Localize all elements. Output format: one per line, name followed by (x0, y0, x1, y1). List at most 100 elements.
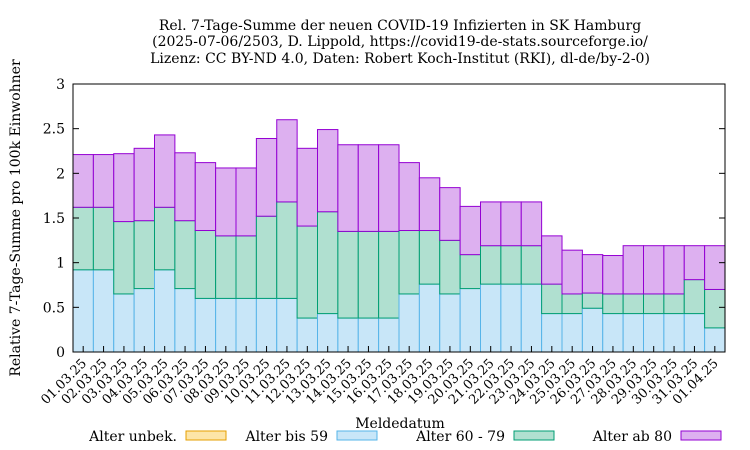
bar-23.03.25-series-1 (520, 283, 543, 353)
bar-20.03.25-series-3 (459, 205, 482, 256)
legend: Alter unbek. Alter bis 59 Alter 60 - 79 Alt… (88, 429, 722, 445)
chart-title-line-2: (2025-07-06/2503, D. Lippold, https://co… (152, 34, 648, 50)
bar-20.03.25-series-2 (459, 254, 482, 290)
bar-10.03.25-series-3 (255, 137, 278, 217)
bar-01.04.25-series-2 (704, 288, 726, 329)
y-tick-label: 0.5 (43, 300, 65, 316)
legend-label: Alter bis 59 (244, 429, 328, 445)
bar-05.03.25-series-3 (154, 134, 176, 208)
bar-15.03.25-series-2 (357, 230, 380, 319)
bar-30.03.25-series-3 (663, 245, 685, 295)
bar-25.03.25-series-2 (561, 293, 583, 315)
bar-09.03.25-series-3 (235, 167, 257, 237)
legend-swatch (336, 430, 378, 441)
bar-18.03.25-series-1 (418, 283, 441, 353)
bar-02.03.25-series-3 (92, 154, 115, 208)
bar-22.03.25-series-2 (500, 245, 522, 285)
legend-label: Alter 60 - 79 (415, 429, 505, 445)
y-tick-label: 0 (56, 345, 65, 361)
bar-06.03.25-series-1 (174, 288, 196, 353)
bar-02.03.25-series-2 (92, 206, 115, 271)
bar-02.03.25-series-1 (92, 269, 115, 353)
bar-12.03.25-series-2 (296, 225, 319, 319)
legend-swatch (513, 430, 555, 441)
bar-08.03.25-series-1 (215, 297, 237, 353)
bar-05.03.25-series-1 (154, 269, 176, 353)
bar-08.03.25-series-2 (215, 235, 237, 299)
bar-03.03.25-series-1 (113, 293, 135, 353)
bar-11.03.25-series-1 (276, 297, 298, 353)
bar-21.03.25-series-3 (480, 201, 502, 247)
chart-title-line-1: Rel. 7-Tage-Summe der neuen COVID-19 Inf… (159, 18, 641, 34)
bar-16.03.25-series-2 (378, 230, 400, 319)
legend-label: Alter unbek. (88, 429, 177, 445)
bar-27.03.25-series-3 (602, 255, 624, 295)
bar-08.03.25-series-3 (215, 167, 237, 237)
bar-05.03.25-series-2 (154, 206, 176, 271)
bar-29.03.25-series-2 (643, 293, 665, 315)
bar-10.03.25-series-1 (255, 297, 278, 353)
bar-26.03.25-series-2 (581, 292, 604, 309)
y-tick-label: 3 (56, 77, 65, 93)
y-tick-label: 1 (56, 256, 65, 272)
y-tick-label: 2 (56, 166, 65, 182)
legend-swatch (185, 430, 227, 441)
bar-13.03.25-series-3 (317, 129, 339, 213)
x-axis: 01.03.2502.03.2503.03.2504.03.2505.03.25… (38, 346, 722, 408)
bar-24.03.25-series-2 (541, 283, 563, 315)
bar-30.03.25-series-2 (663, 293, 685, 315)
bar-23.03.25-series-2 (520, 245, 543, 285)
bar-06.03.25-series-2 (174, 220, 196, 290)
bar-11.03.25-series-3 (276, 119, 298, 203)
bar-12.03.25-series-3 (296, 147, 319, 227)
bar-31.03.25-series-2 (683, 279, 706, 315)
bar-28.03.25-series-2 (622, 293, 645, 315)
bar-18.03.25-series-2 (418, 230, 441, 285)
bar-03.03.25-series-2 (113, 221, 135, 295)
bar-10.03.25-series-2 (255, 215, 278, 299)
bar-17.03.25-series-1 (398, 293, 420, 353)
bar-26.03.25-series-1 (581, 307, 604, 353)
bar-16.03.25-series-3 (378, 144, 400, 232)
bar-22.03.25-series-3 (500, 201, 522, 247)
bar-04.03.25-series-2 (133, 220, 156, 290)
bar-19.03.25-series-3 (439, 187, 461, 241)
bars (72, 119, 726, 353)
bar-26.03.25-series-3 (581, 254, 604, 294)
bar-14.03.25-series-3 (337, 144, 359, 232)
bar-17.03.25-series-2 (398, 230, 420, 295)
legend-swatch (680, 430, 722, 441)
bar-24.03.25-series-3 (541, 235, 563, 285)
bar-22.03.25-series-1 (500, 283, 522, 353)
bar-15.03.25-series-3 (357, 144, 380, 232)
bar-13.03.25-series-2 (317, 211, 339, 315)
bar-23.03.25-series-3 (520, 201, 543, 247)
bar-28.03.25-series-3 (622, 245, 645, 295)
bar-17.03.25-series-3 (398, 162, 420, 231)
bar-18.03.25-series-3 (418, 177, 441, 232)
bar-25.03.25-series-3 (561, 249, 583, 295)
bar-19.03.25-series-2 (439, 239, 461, 295)
bar-01.03.25-series-1 (72, 269, 94, 353)
y-tick-label: 2.5 (43, 122, 65, 138)
bar-14.03.25-series-2 (337, 230, 359, 319)
x-axis-label: Meldedatum (355, 416, 445, 432)
bar-09.03.25-series-2 (235, 235, 257, 299)
bar-11.03.25-series-2 (276, 201, 298, 299)
chart-title: Rel. 7-Tage-Summe der neuen COVID-19 Inf… (150, 18, 650, 67)
y-axis: 0 0.5 1 1.5 2 2.5 3 (43, 77, 725, 361)
bar-19.03.25-series-1 (439, 293, 461, 353)
bar-21.03.25-series-2 (480, 245, 502, 285)
bar-06.03.25-series-3 (174, 152, 196, 222)
bar-07.03.25-series-1 (194, 297, 217, 353)
bar-01.03.25-series-2 (72, 206, 94, 271)
bar-01.03.25-series-3 (72, 154, 94, 208)
bar-20.03.25-series-1 (459, 288, 482, 353)
bar-27.03.25-series-2 (602, 293, 624, 315)
y-tick-label: 1.5 (43, 211, 65, 227)
bar-01.04.25-series-3 (704, 245, 726, 290)
y-axis-label: Relative 7-Tage-Summe pro 100k Einwohner (8, 59, 24, 377)
bar-29.03.25-series-3 (643, 245, 665, 295)
bar-04.03.25-series-1 (133, 288, 156, 353)
